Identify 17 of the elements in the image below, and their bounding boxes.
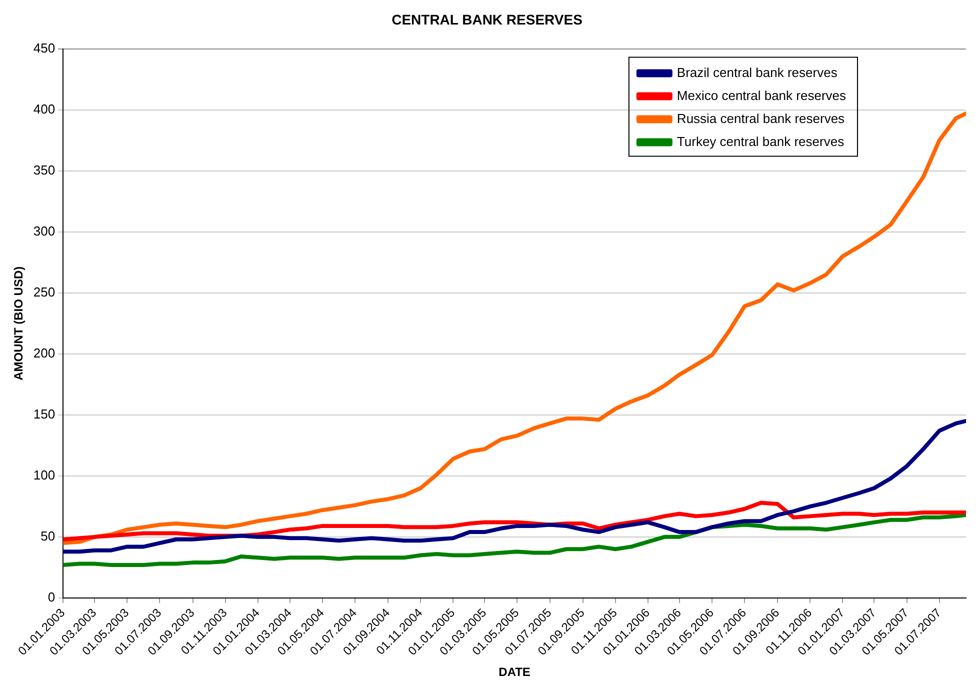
y-tick-label: 100 [33, 467, 56, 482]
chart-title: CENTRAL BANK RESERVES [392, 11, 582, 28]
y-tick-label: 0 [48, 590, 56, 605]
y-axis-title: AMOUNT (BIO USD) [12, 266, 26, 380]
x-axis-title: DATE [498, 665, 530, 680]
y-tick-label: 450 [33, 40, 56, 56]
y-tick-label: 200 [33, 345, 56, 360]
y-tick-label: 350 [33, 162, 56, 178]
legend-label: Brazil central bank reserves [676, 64, 838, 80]
y-tick-label: 50 [40, 528, 56, 544]
legend-label: Turkey central bank reserves [676, 134, 845, 149]
y-tick-label: 250 [33, 284, 56, 300]
legend-label: Russia central bank reserves [676, 110, 846, 126]
y-tick-label: 400 [33, 101, 56, 116]
legend-label: Mexico central bank reserves [676, 88, 846, 103]
y-tick-label: 150 [33, 406, 56, 422]
y-tick-label: 300 [33, 223, 56, 238]
